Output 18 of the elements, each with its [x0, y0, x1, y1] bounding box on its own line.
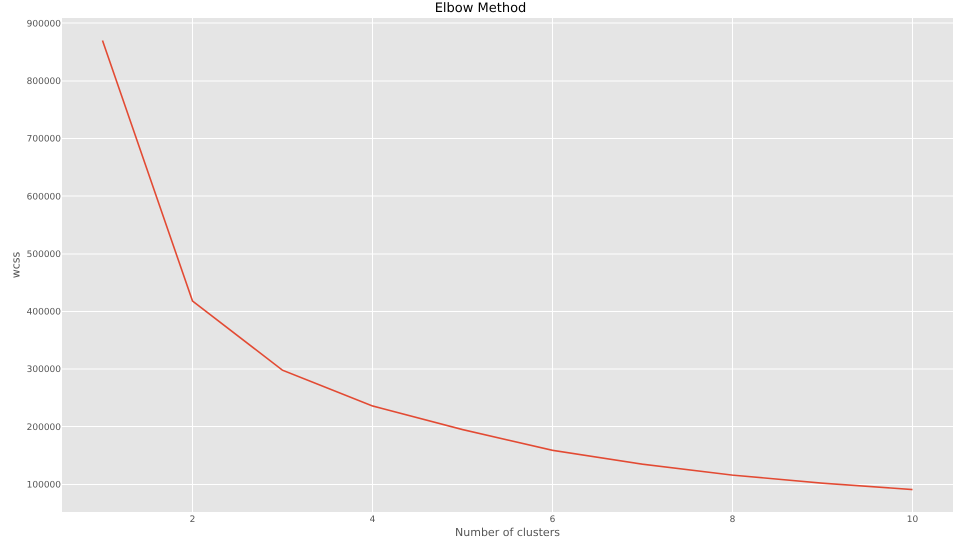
line-series	[102, 40, 914, 490]
chart-title: Elbow Method	[434, 0, 526, 16]
x-tick-label: 10	[906, 515, 918, 525]
y-tick-label: 300000	[26, 365, 62, 376]
x-tick-label: 8	[730, 515, 736, 525]
y-tick-label: 600000	[26, 192, 62, 202]
y-tick-label: 800000	[26, 76, 62, 87]
x-tick-label: 4	[370, 515, 376, 525]
y-tick-label: 100000	[26, 480, 62, 490]
y-axis-title: wcss	[9, 251, 22, 278]
y-tick-label: 700000	[26, 134, 62, 145]
y-tick-label: 400000	[26, 308, 62, 318]
x-tick-label: 2	[190, 515, 196, 525]
y-tick-label: 200000	[26, 422, 62, 433]
y-tick-label: 900000	[26, 19, 62, 30]
y-tick-label: 500000	[26, 250, 62, 260]
x-tick-label: 6	[550, 515, 556, 525]
x-axis-title: Number of clusters	[455, 526, 560, 540]
